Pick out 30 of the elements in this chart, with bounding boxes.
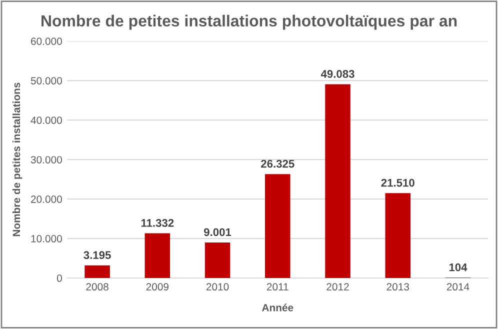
x-axis-title: Année xyxy=(262,304,294,312)
data-label: 3.195 xyxy=(84,251,111,260)
y-axis-title: Nombre de petites installations xyxy=(12,82,22,236)
data-label: 49.083 xyxy=(320,70,354,78)
chart-title: Nombre de petites installations photovoltaïques par an xyxy=(42,14,457,30)
bar xyxy=(204,242,230,278)
x-tick-label: 2012 xyxy=(326,283,349,291)
x-tick-label: 2009 xyxy=(146,283,168,291)
bar xyxy=(325,84,350,278)
y-tick-label: 10.000 xyxy=(31,235,62,242)
x-tick-label: 2013 xyxy=(386,283,409,291)
x-tick-label: 2008 xyxy=(86,283,108,291)
bar xyxy=(385,193,410,278)
data-label: 11.332 xyxy=(141,219,174,227)
data-label: 9.001 xyxy=(204,228,232,236)
x-tick-label: 2011 xyxy=(266,283,288,291)
bar xyxy=(265,174,290,278)
y-tick-label: 40.000 xyxy=(30,116,62,124)
y-tick-label: 0 xyxy=(56,274,62,282)
bar xyxy=(84,265,110,278)
y-tick-label: 30.000 xyxy=(30,156,62,164)
y-tick-label: 60.000 xyxy=(31,38,62,45)
x-tick-label: 2010 xyxy=(206,283,229,291)
data-label: 26.325 xyxy=(261,160,294,168)
data-label: 21.510 xyxy=(381,178,414,187)
x-tick-label: 2014 xyxy=(446,283,470,291)
bar xyxy=(144,233,170,278)
y-tick-label: 20.000 xyxy=(31,196,62,203)
data-label: 104 xyxy=(449,263,468,272)
y-tick-label: 50.000 xyxy=(30,77,62,84)
